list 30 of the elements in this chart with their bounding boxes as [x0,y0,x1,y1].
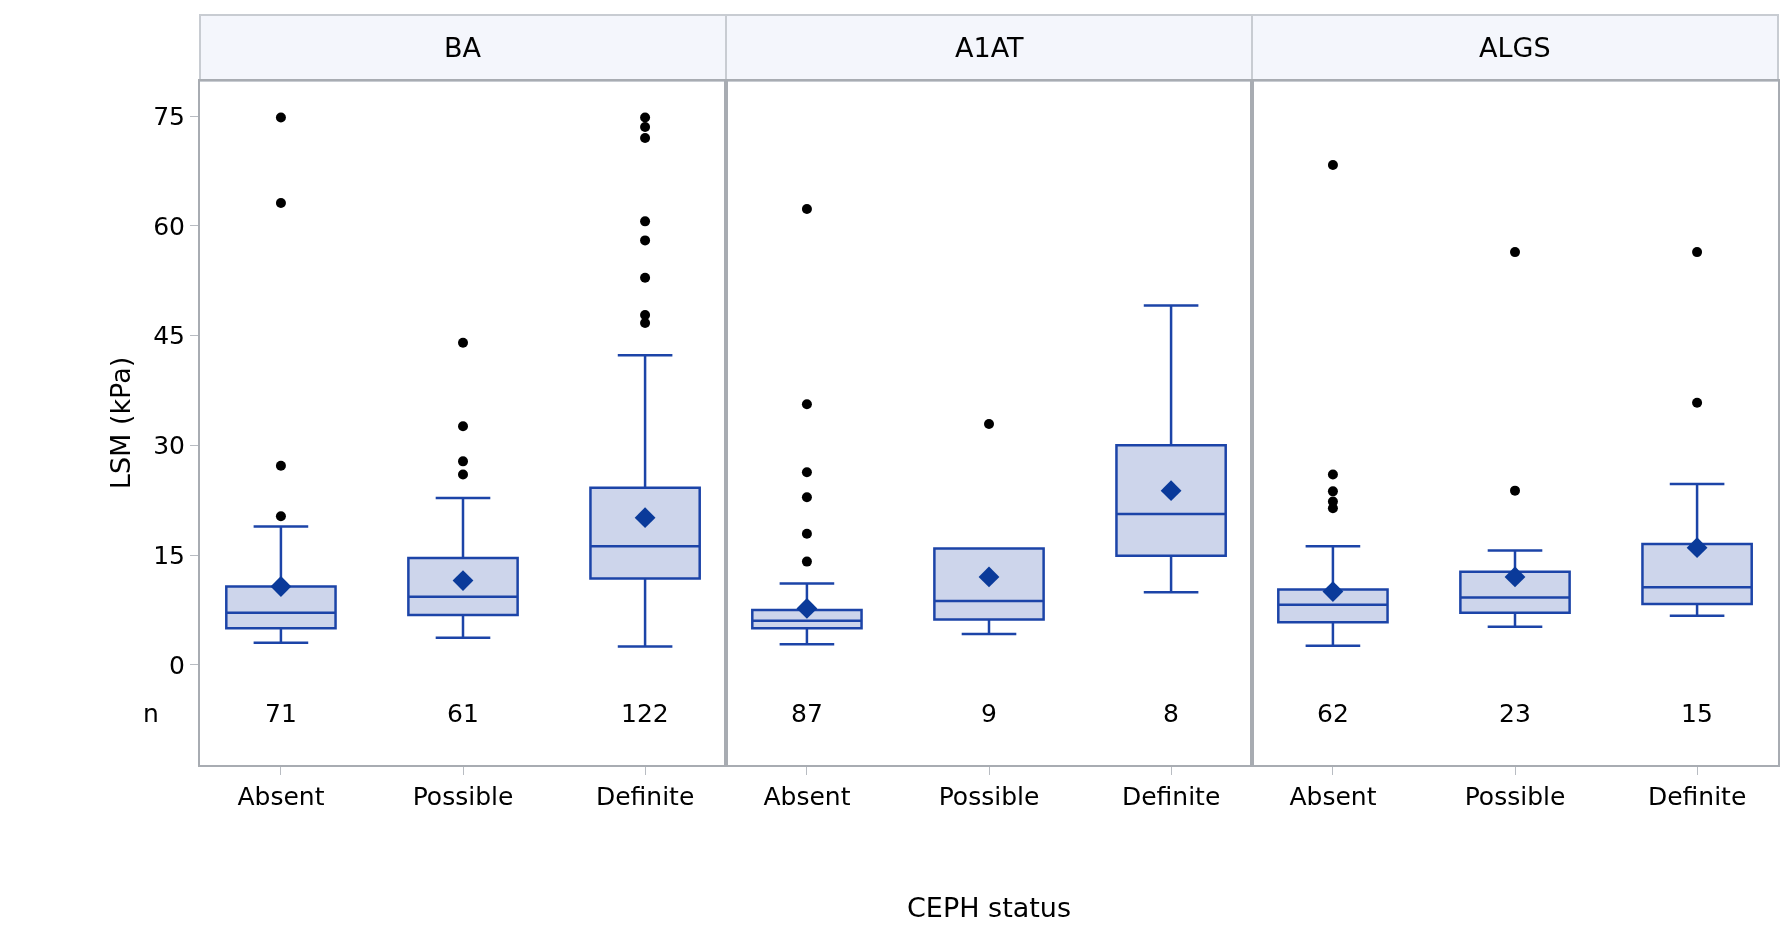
annotation: 87 [791,699,823,728]
x-tick-label: Definite [595,782,695,811]
y-tick-label: 30 [153,431,185,461]
x-tick-label: Definite [1647,782,1747,811]
chart-title: A1AT [955,32,1025,63]
annotation: 9 [981,699,997,728]
y-axis-title: LSM (kPa) [104,356,136,490]
x-axis-title: CEPH status [907,892,1072,923]
y-tick-label: 15 [153,540,185,570]
annotation: 61 [447,699,479,728]
x-tick-label: Absent [763,782,851,811]
chart-title: ALGS [1479,32,1551,63]
y-tick-label: 75 [153,101,185,131]
x-tick-label: Possible [938,782,1040,811]
annotation: 71 [265,699,297,728]
annotation: 122 [621,699,669,728]
x-tick-label: Absent [237,782,325,811]
annotation: 15 [1681,699,1713,728]
annotation: 8 [1163,699,1179,728]
annotation: 62 [1317,699,1349,728]
chart-title: BA [444,32,482,63]
y-tick-label: 60 [153,211,185,241]
x-tick-label: Absent [1289,782,1377,811]
annotation: 23 [1499,699,1531,728]
x-tick-label: Possible [1464,782,1566,811]
x-tick-label: Definite [1121,782,1221,811]
x-tick-label: Possible [412,782,514,811]
text: n [143,699,159,728]
y-tick-label: 0 [169,650,185,680]
y-tick-label: 45 [153,321,185,351]
